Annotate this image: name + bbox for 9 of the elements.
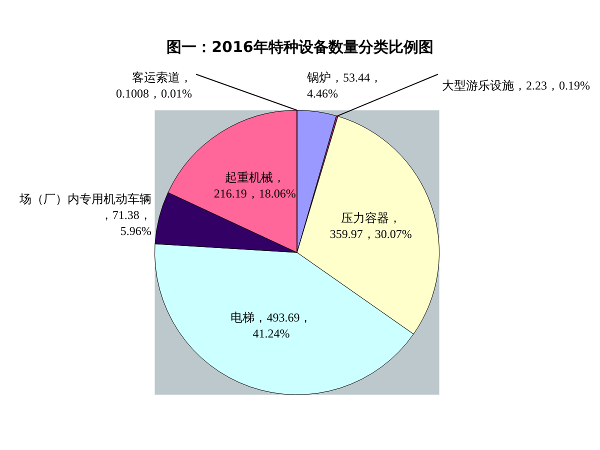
slice-label: 压力容器， 359.97，30.07% xyxy=(330,211,412,242)
slice-label: 客运索道， 0.1008，0.01% xyxy=(116,70,192,100)
slice-label: 场（厂）内专用机动车辆 xyxy=(18,192,152,206)
chart-title: 图一：2016年特种设备数量分类比例图 xyxy=(166,38,434,56)
data-label: ，71.38， 5.96% xyxy=(100,208,152,238)
slice-label: 电梯，493.69， 41.24% xyxy=(230,310,312,341)
slice-label: 锅炉，53.44， 4.46% xyxy=(306,70,382,100)
slice-label: 起重机械， 216.19，18.06% xyxy=(214,170,296,201)
slice-label: 大型游乐设施，2.23，0.19% xyxy=(442,78,590,92)
